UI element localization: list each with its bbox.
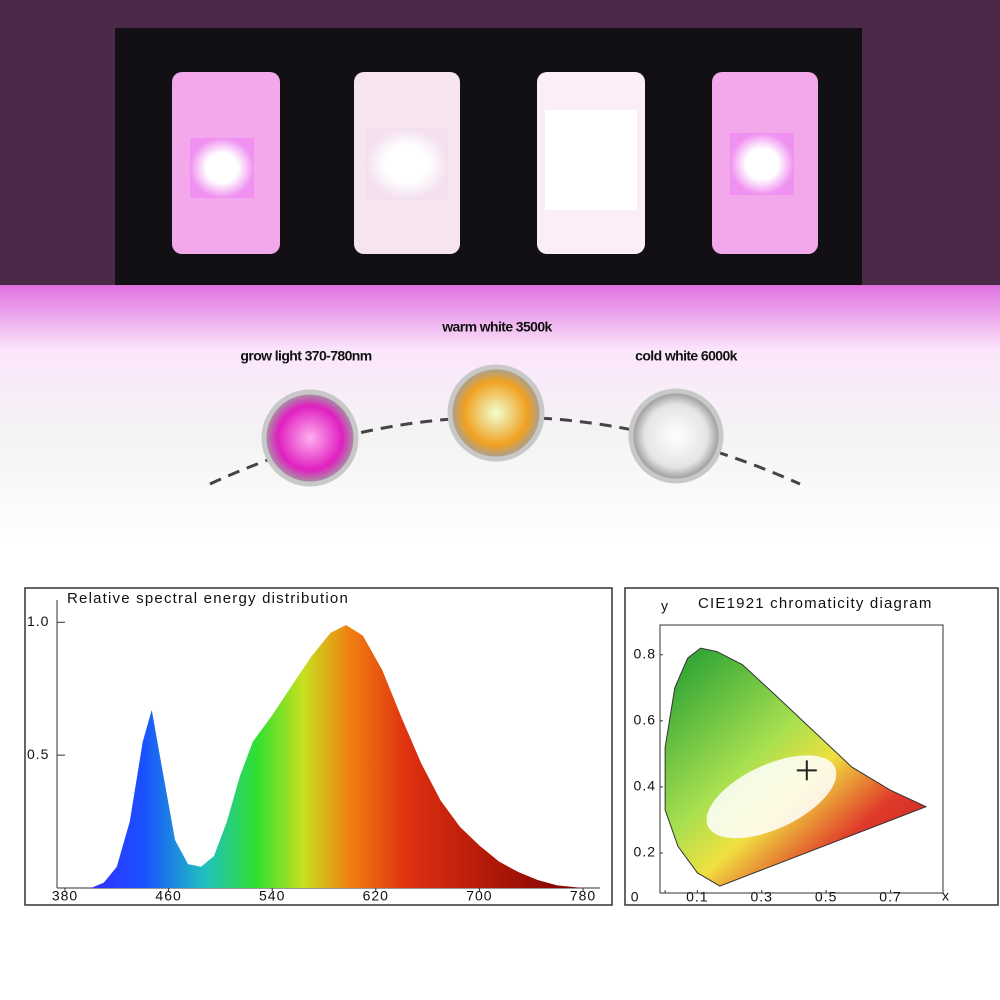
x-tick-label: 780	[570, 888, 596, 904]
x-tick-label: 0.5	[815, 889, 837, 905]
x-tick-label: 0	[631, 889, 640, 905]
x-axis-label: x	[942, 888, 950, 904]
y-tick-label: 0.4	[634, 778, 656, 794]
x-tick-label: 540	[259, 888, 285, 904]
y-tick-label: 0.6	[634, 712, 656, 728]
y-tick-label: 0.8	[634, 645, 656, 661]
y-axis-label: y	[661, 598, 669, 614]
y-tick-label: 0.2	[634, 844, 656, 860]
label-grow: grow light 370-780nm	[240, 348, 371, 364]
x-tick-label: 460	[155, 888, 181, 904]
x-tick-label: 700	[466, 888, 492, 904]
chart-title: Relative spectral energy distribution	[67, 590, 349, 607]
chips	[172, 72, 818, 254]
x-tick-label: 0.3	[751, 889, 773, 905]
chart-title: CIE1921 chromaticity diagram	[698, 595, 933, 612]
cie-plot	[659, 624, 944, 894]
lenses	[261, 364, 724, 487]
x-tick-label: 0.1	[686, 889, 708, 905]
label-warm: warm white 3500k	[441, 319, 552, 335]
point	[796, 760, 817, 781]
y-tick-label: 0.5	[27, 746, 49, 762]
label-cold: cold white 6000k	[635, 348, 737, 364]
x-tick-label: 380	[52, 888, 78, 904]
y-tick-label: 1.0	[27, 613, 49, 629]
x-tick-label: 0.7	[879, 889, 901, 905]
x-tick-label: 620	[363, 888, 389, 904]
spectrum-area	[90, 624, 584, 888]
white-zone	[706, 755, 837, 839]
